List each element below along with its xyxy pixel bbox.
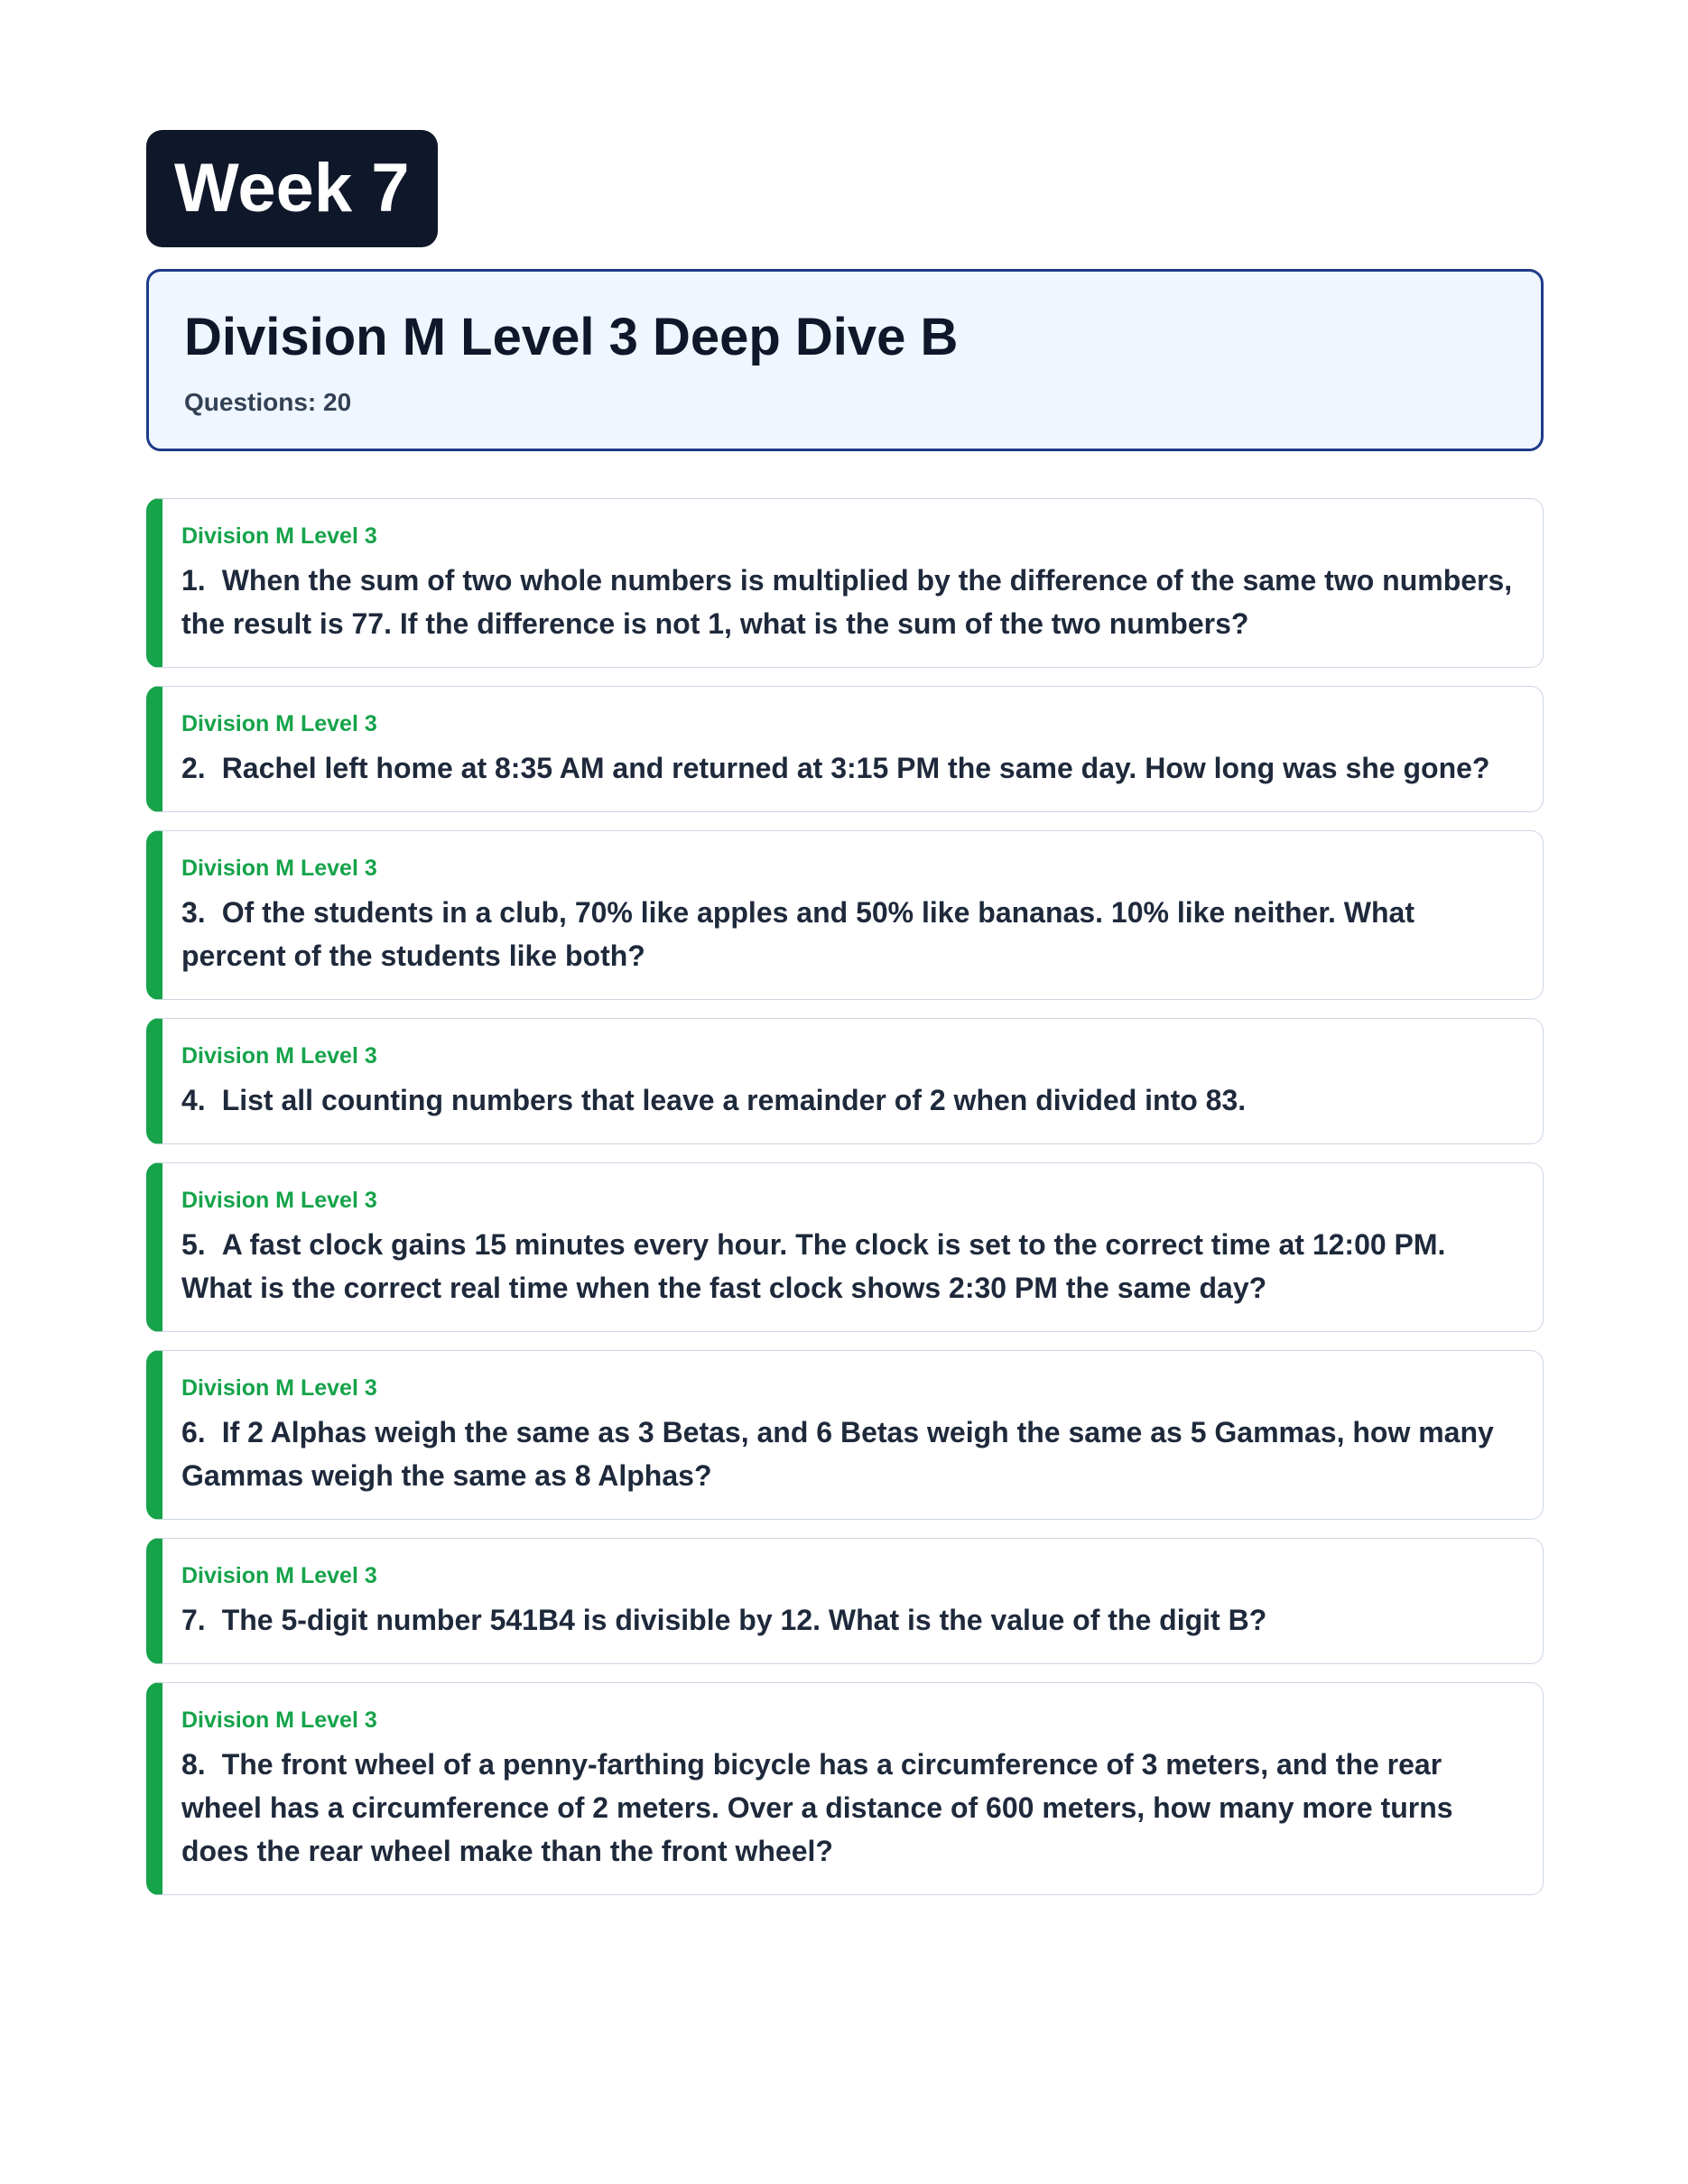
question-text: Rachel left home at 8:35 AM and returned… (221, 752, 1490, 784)
question-text: When the sum of two whole numbers is mul… (181, 564, 1513, 640)
question-text-block: 7. The 5-digit number 541B4 is divisible … (181, 1598, 1517, 1642)
question-level-label: Division M Level 3 (181, 1707, 377, 1733)
question-card: Division M Level 3 4. List all counting nu… (146, 1018, 1544, 1144)
question-level-label: Division M Level 3 (181, 1188, 377, 1213)
question-text-block: 2. Rachel left home at 8:35 AM and return… (181, 746, 1517, 790)
question-level-label: Division M Level 3 (181, 856, 377, 881)
question-text: The 5-digit number 541B4 is divisible by… (221, 1604, 1267, 1636)
question-level-label: Division M Level 3 (181, 1375, 377, 1401)
question-card: Division M Level 3 8. The front wheel of a… (146, 1682, 1544, 1895)
question-number: 6. (181, 1416, 206, 1448)
question-number: 1. (181, 564, 206, 597)
question-text-block: 6. If 2 Alphas weigh the same as 3 Betas,… (181, 1411, 1517, 1497)
worksheet-header: Division M Level 3 Deep Dive B Questions… (146, 269, 1544, 451)
question-number: 2. (181, 752, 206, 784)
question-number: 4. (181, 1084, 206, 1116)
question-text: A fast clock gains 15 minutes every hour… (181, 1228, 1446, 1304)
question-level-label: Division M Level 3 (181, 1563, 377, 1588)
question-text-block: 3. Of the students in a club, 70% like ap… (181, 891, 1517, 977)
question-card: Division M Level 3 3. Of the students in a… (146, 830, 1544, 1000)
question-number: 5. (181, 1228, 206, 1261)
question-number: 7. (181, 1604, 206, 1636)
question-text: List all counting numbers that leave a r… (221, 1084, 1247, 1116)
question-card: Division M Level 3 7. The 5-digit number 5… (146, 1538, 1544, 1664)
question-list: Division M Level 3 1. When the sum of two … (146, 498, 1544, 1895)
page-title: Division M Level 3 Deep Dive B (184, 308, 959, 366)
question-number: 3. (181, 896, 206, 929)
question-text: The front wheel of a penny-farthing bicy… (181, 1748, 1453, 1867)
question-text: Of the students in a club, 70% like appl… (181, 896, 1414, 972)
question-text-block: 5. A fast clock gains 15 minutes every ho… (181, 1223, 1517, 1309)
question-card: Division M Level 3 6. If 2 Alphas weigh th… (146, 1350, 1544, 1520)
question-text-block: 1. When the sum of two whole numbers is m… (181, 559, 1517, 645)
question-card: Division M Level 3 5. A fast clock gains 1… (146, 1162, 1544, 1332)
question-level-label: Division M Level 3 (181, 1043, 377, 1069)
question-card: Division M Level 3 1. When the sum of two … (146, 498, 1544, 668)
question-level-label: Division M Level 3 (181, 711, 377, 736)
question-level-label: Division M Level 3 (181, 523, 377, 549)
week-badge: Week 7 (146, 130, 438, 247)
question-text-block: 8. The front wheel of a penny-farthing bi… (181, 1743, 1517, 1873)
question-text: If 2 Alphas weigh the same as 3 Betas, a… (181, 1416, 1494, 1492)
question-text-block: 4. List all counting numbers that leave a… (181, 1078, 1517, 1122)
questions-count: Questions: 20 (184, 388, 352, 416)
question-card: Division M Level 3 2. Rachel left home at … (146, 686, 1544, 812)
worksheet: Week 7 Division M Level 3 Deep Dive B Qu… (146, 130, 1544, 1913)
question-number: 8. (181, 1748, 206, 1781)
